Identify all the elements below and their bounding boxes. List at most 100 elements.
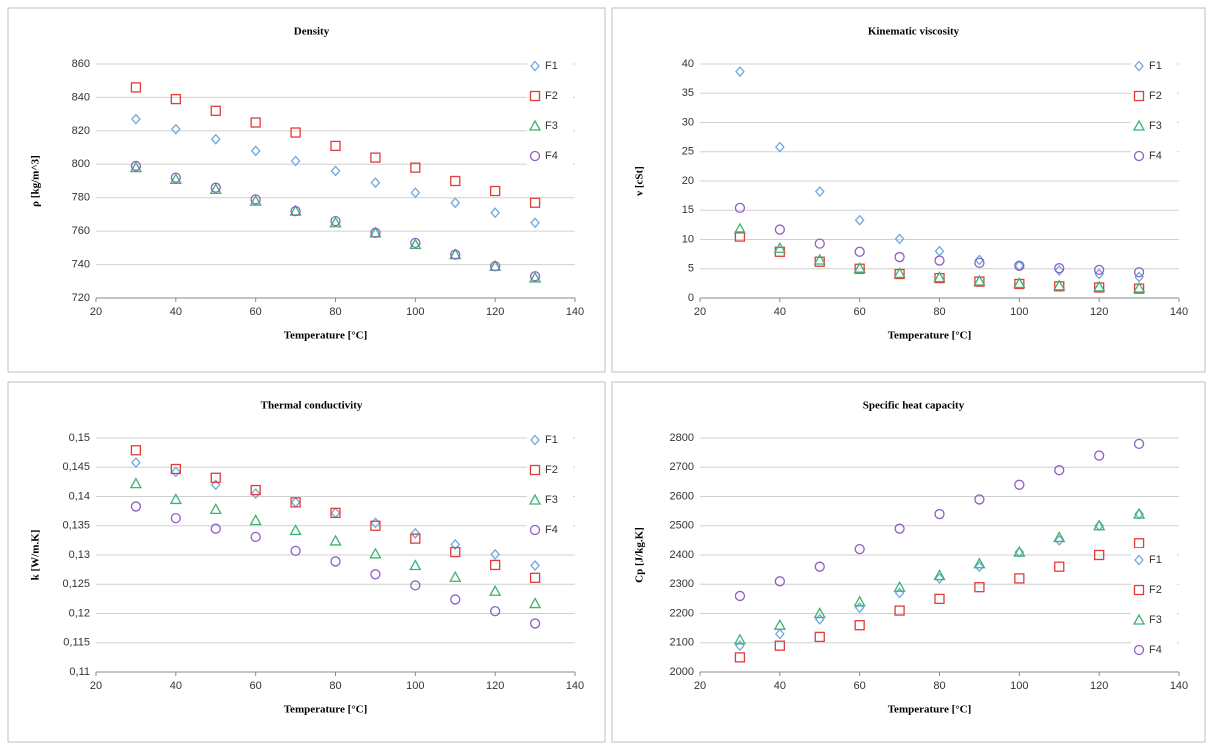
chart-title: Specific heat capacity xyxy=(863,400,965,412)
marker xyxy=(894,523,905,534)
marker xyxy=(370,227,381,238)
y-tick-label: 35 xyxy=(682,87,694,99)
legend-marker xyxy=(1134,554,1144,566)
marker xyxy=(450,249,461,260)
x-axis-label: Temperature [°C] xyxy=(888,704,972,716)
x-tick-label: 80 xyxy=(933,306,945,318)
y-tick-label: 30 xyxy=(682,116,694,128)
marker xyxy=(814,256,825,267)
legend-label: F2 xyxy=(545,90,558,102)
marker xyxy=(490,559,501,571)
y-tick-label: 2000 xyxy=(670,666,694,678)
x-axis-label: Temperature [°C] xyxy=(284,704,368,716)
y-tick-label: 0,14 xyxy=(69,490,90,502)
y-tick-label: 15 xyxy=(682,204,694,216)
marker xyxy=(1133,538,1145,549)
panel xyxy=(7,7,606,373)
marker xyxy=(1093,519,1106,531)
marker xyxy=(529,271,541,282)
marker xyxy=(170,93,181,105)
marker xyxy=(734,231,746,242)
legend-marker xyxy=(1133,150,1145,162)
marker xyxy=(854,620,865,631)
y-tick-label: 25 xyxy=(682,146,694,158)
marker xyxy=(854,214,865,226)
marker xyxy=(169,172,182,184)
x-tick-label: 20 xyxy=(90,306,102,318)
legend-label: F4 xyxy=(1149,644,1162,656)
panel xyxy=(611,7,1206,373)
marker xyxy=(289,524,302,536)
marker xyxy=(1053,531,1066,543)
marker xyxy=(170,463,181,475)
y-tick-label: 2700 xyxy=(670,461,694,473)
marker xyxy=(249,194,262,206)
marker xyxy=(934,572,945,584)
legend-label: F1 xyxy=(1149,60,1162,72)
marker xyxy=(1013,277,1026,289)
marker xyxy=(774,640,785,651)
y-tick-label: 40 xyxy=(682,58,694,70)
y-tick-label: 2500 xyxy=(670,520,694,532)
y-tick-label: 2100 xyxy=(670,637,694,649)
marker xyxy=(774,576,785,587)
legend-box xyxy=(527,428,573,548)
panel xyxy=(611,381,1206,743)
marker xyxy=(290,155,301,167)
marker xyxy=(250,484,261,496)
chart-title: Thermal conductivity xyxy=(261,400,363,412)
x-tick-label: 140 xyxy=(566,306,584,318)
marker xyxy=(734,202,746,214)
legend-label: F1 xyxy=(545,60,558,72)
marker xyxy=(774,224,785,235)
marker xyxy=(528,271,542,283)
legend-label: F2 xyxy=(1149,584,1162,596)
marker xyxy=(530,560,540,572)
marker xyxy=(490,207,501,219)
marker xyxy=(974,494,985,505)
x-tick-label: 60 xyxy=(854,306,866,318)
marker xyxy=(130,445,142,456)
marker xyxy=(410,162,421,173)
marker xyxy=(814,186,825,198)
x-tick-label: 140 xyxy=(566,680,584,692)
marker xyxy=(974,582,985,593)
marker xyxy=(490,261,501,272)
legend-marker xyxy=(529,90,541,102)
marker xyxy=(210,182,221,193)
marker xyxy=(933,569,946,581)
marker xyxy=(529,572,541,583)
marker xyxy=(409,559,422,571)
marker xyxy=(774,628,785,640)
marker xyxy=(813,607,826,619)
marker xyxy=(1054,265,1065,276)
x-tick-label: 80 xyxy=(329,306,341,318)
marker xyxy=(450,538,461,550)
marker xyxy=(250,194,261,205)
marker xyxy=(1014,479,1025,490)
x-axis-label: Temperature [°C] xyxy=(284,330,368,342)
marker xyxy=(1133,438,1145,450)
marker xyxy=(450,594,461,605)
marker xyxy=(170,466,181,478)
legend-box xyxy=(1131,548,1177,668)
marker xyxy=(330,507,341,519)
marker xyxy=(250,531,261,543)
marker xyxy=(1054,561,1065,572)
y-tick-label: 720 xyxy=(72,292,90,304)
marker xyxy=(290,497,301,508)
marker xyxy=(369,547,382,559)
marker xyxy=(814,238,825,249)
y-tick-label: 0,125 xyxy=(62,578,90,590)
y-tick-label: 0,15 xyxy=(69,432,90,444)
y-tick-label: 0,115 xyxy=(63,637,90,649)
marker xyxy=(489,584,502,596)
marker xyxy=(1093,280,1106,292)
y-tick-label: 740 xyxy=(72,258,90,270)
marker xyxy=(130,160,142,172)
marker xyxy=(529,618,541,629)
marker xyxy=(169,493,182,505)
marker xyxy=(530,217,540,229)
x-tick-label: 120 xyxy=(1090,306,1108,318)
